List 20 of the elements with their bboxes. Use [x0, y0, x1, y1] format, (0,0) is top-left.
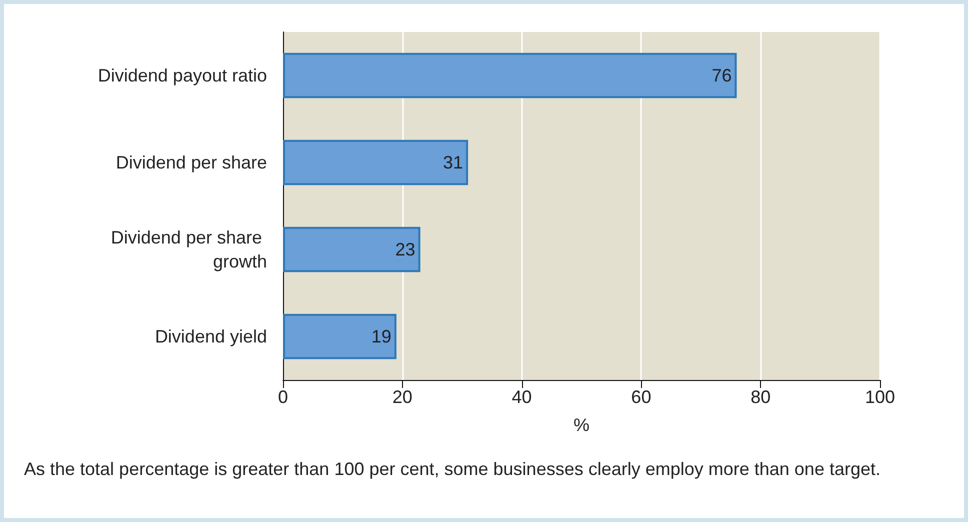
text: As the total percentage is greater than 100 per cent, some businesses clearly employ more than one target.: [24, 458, 882, 481]
y-tick-label: Dividend payout ratio: [98, 66, 267, 86]
data-label: 23: [395, 240, 416, 260]
y-tick-label: Dividend per share growth: [110, 228, 267, 272]
x-tick-label: 60: [631, 387, 652, 407]
x-axis-title: %: [573, 415, 590, 435]
y-tick-label: Dividend yield: [154, 326, 267, 346]
x-tick-label: 0: [278, 387, 288, 407]
x-tick-label: 80: [750, 387, 771, 407]
bar: [283, 314, 396, 360]
x-tick-label: 40: [512, 387, 532, 407]
x-tick-label: 20: [392, 387, 412, 407]
data-label: 76: [712, 66, 732, 86]
bar: [283, 140, 468, 186]
bar: [283, 52, 737, 98]
x-tick-label: 100: [864, 387, 896, 407]
bar: [283, 226, 420, 272]
data-label: 31: [443, 152, 464, 172]
data-label: 19: [371, 326, 392, 346]
y-tick-label: Dividend per share: [116, 152, 267, 172]
